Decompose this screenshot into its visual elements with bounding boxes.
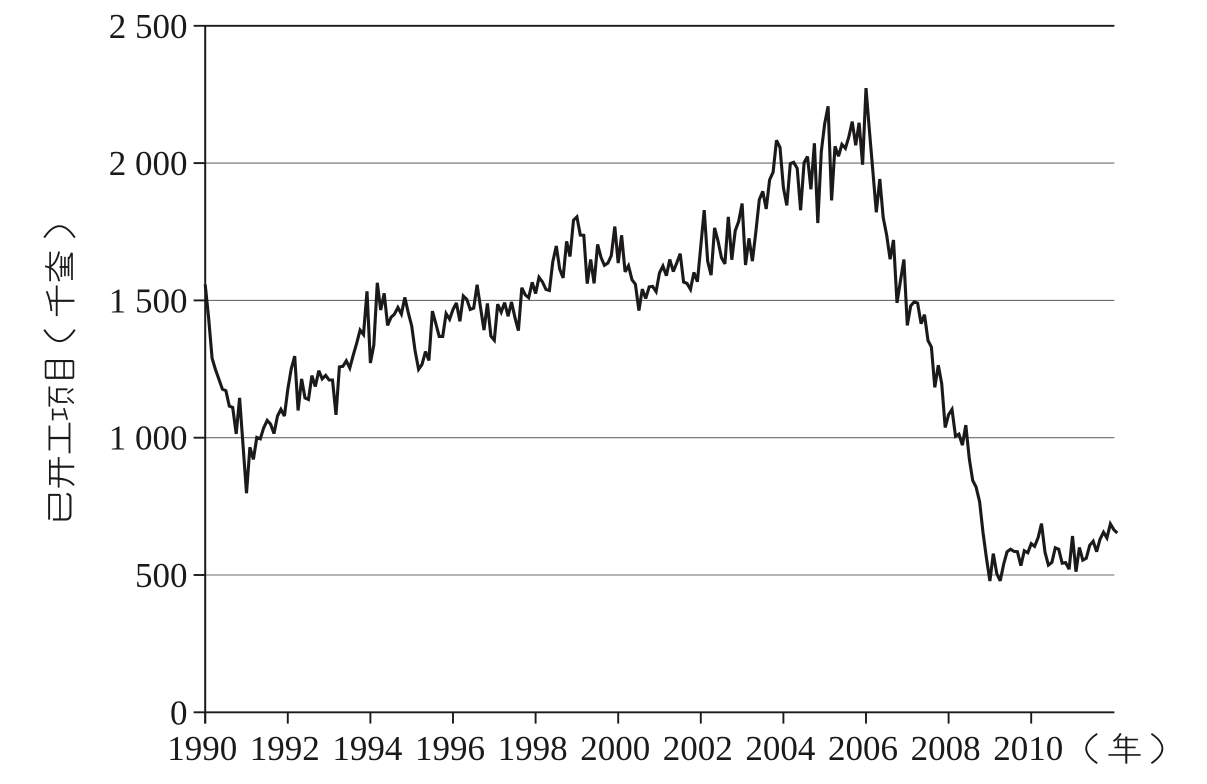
svg-text:1998: 1998 <box>498 729 568 768</box>
svg-text:0: 0 <box>170 693 188 732</box>
svg-text:2006: 2006 <box>828 729 898 768</box>
svg-text:1990: 1990 <box>167 729 237 768</box>
svg-text:2008: 2008 <box>911 729 981 768</box>
svg-text:2002: 2002 <box>663 729 733 768</box>
svg-text:1 000: 1 000 <box>109 419 188 458</box>
svg-text:2000: 2000 <box>580 729 650 768</box>
svg-text:1 500: 1 500 <box>109 281 188 320</box>
svg-text:2 500: 2 500 <box>109 7 188 46</box>
svg-text:2 000: 2 000 <box>109 144 188 183</box>
svg-text:2010: 2010 <box>993 729 1063 768</box>
svg-text:1996: 1996 <box>415 729 485 768</box>
svg-text:500: 500 <box>135 556 188 595</box>
svg-text:1994: 1994 <box>332 729 402 768</box>
svg-text:1992: 1992 <box>250 729 320 768</box>
svg-text:2004: 2004 <box>745 729 815 768</box>
